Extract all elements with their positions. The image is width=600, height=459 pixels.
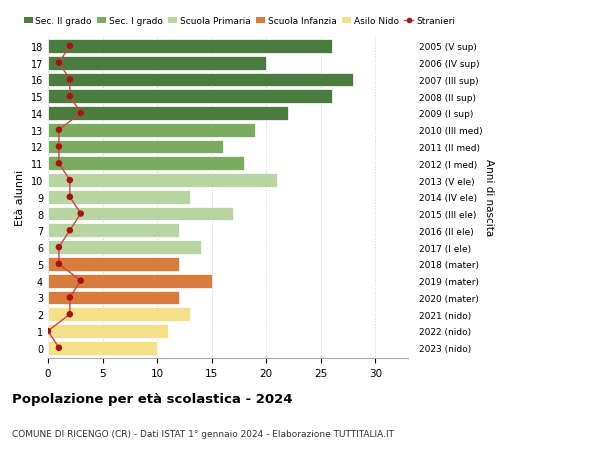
Bar (48, 107, 288, 121)
Point (76, 210, 86, 218)
Point (54, 344, 64, 352)
Bar (48, 207, 233, 221)
Bar (48, 341, 157, 355)
Point (65, 77, 74, 84)
Bar (48, 140, 223, 154)
Text: Popolazione per età scolastica - 2024: Popolazione per età scolastica - 2024 (12, 392, 293, 405)
Bar (48, 174, 277, 187)
Bar (48, 241, 201, 254)
Bar (48, 157, 244, 171)
Point (65, 194, 74, 201)
Point (65, 294, 74, 302)
Y-axis label: Anni di nascita: Anni di nascita (484, 159, 494, 236)
Point (65, 227, 74, 235)
Point (76, 110, 86, 118)
Bar (48, 291, 179, 305)
Bar (48, 190, 190, 204)
Bar (48, 308, 190, 321)
Bar (48, 224, 179, 238)
Point (54, 144, 64, 151)
Bar (48, 40, 332, 54)
Point (54, 261, 64, 268)
Bar (48, 56, 266, 70)
Legend: Sec. II grado, Sec. I grado, Scuola Primaria, Scuola Infanzia, Asilo Nido, Stran: Sec. II grado, Sec. I grado, Scuola Prim… (24, 17, 455, 26)
Point (65, 311, 74, 318)
Bar (48, 123, 255, 137)
Point (76, 277, 86, 285)
Bar (48, 73, 353, 87)
Point (65, 93, 74, 101)
Point (54, 244, 64, 251)
Bar (48, 257, 179, 271)
Point (54, 60, 64, 67)
Bar (48, 325, 168, 338)
Point (43, 328, 53, 335)
Bar (48, 90, 332, 104)
Bar (48, 274, 212, 288)
Point (54, 127, 64, 134)
Point (54, 160, 64, 168)
Text: COMUNE DI RICENGO (CR) - Dati ISTAT 1° gennaio 2024 - Elaborazione TUTTITALIA.IT: COMUNE DI RICENGO (CR) - Dati ISTAT 1° g… (12, 429, 394, 438)
Point (65, 43, 74, 50)
Point (65, 177, 74, 185)
Y-axis label: Età alunni: Età alunni (15, 169, 25, 225)
